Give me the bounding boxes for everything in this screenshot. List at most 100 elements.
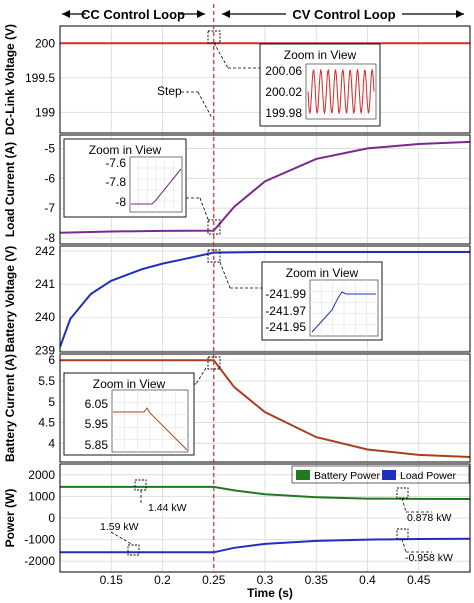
y-tick-label: -6	[44, 171, 55, 185]
cv-label-bg	[286, 5, 402, 22]
zoom-marker-load-current	[207, 219, 221, 235]
y-tick-label: -2000	[24, 554, 55, 568]
marker-battery-power-cc	[134, 479, 147, 491]
zoom-box-title: Zoom in View	[284, 48, 357, 62]
y-tick-label: -8	[44, 231, 55, 245]
y-axis-label: Power (W)	[3, 489, 17, 548]
zoom-box-title: Zoom in View	[286, 266, 359, 280]
y-tick-label: 0	[48, 511, 55, 525]
cc-arrow-head-right	[197, 10, 205, 18]
x-tick-label: 0.25	[202, 573, 226, 587]
zoom-trace	[307, 68, 375, 115]
panels: 199 199.5 200 DC-Link Voltage (V) -8 -7 -6 -5 Lo…	[3, 24, 471, 573]
cv-arrow-head-left	[222, 10, 230, 18]
marker-load-power-cc	[127, 544, 140, 556]
zoom-tick-label: 200.06	[265, 64, 302, 78]
cc-control-loop-label: CC Control Loop	[81, 7, 185, 22]
y-tick-label: 5	[48, 395, 55, 409]
y-axis-label: Battery Voltage (V)	[3, 246, 17, 352]
legend-swatch	[296, 470, 310, 480]
annotation-load-power-cv: -0.958 kW	[405, 552, 453, 564]
y-axis-label: DC-Link Voltage (V)	[3, 24, 17, 135]
panel-frame	[59, 353, 471, 463]
zoom-box-load-current: Zoom in View-7.6 -7.8 -8	[63, 138, 187, 218]
zoom-box-dc-link: Zoom in View 200.06 200.02 199.98	[259, 43, 381, 127]
zoom-connector-load-current	[199, 197, 210, 223]
y-tick-label: 199	[35, 105, 55, 119]
annotation-battery-power-cc: 1.44 kW	[148, 502, 187, 514]
series-line-4	[60, 359, 470, 458]
y-tick-label: 240	[35, 310, 55, 324]
zoom-tick-label: 5.95	[85, 417, 109, 431]
zoom-tick-label: -241.97	[265, 304, 306, 318]
series-line-load-power	[60, 537, 470, 554]
y-axis-label: Load Current (A)	[3, 142, 17, 237]
x-axis-label: Time (s)	[247, 586, 293, 600]
panel-frame	[59, 25, 471, 134]
panel-3: 239 240 241 242 Battery Voltage (V)	[3, 244, 471, 357]
zoom-box-battery-voltage: Zoom in View -241.99 -241.97 -241.95	[261, 261, 383, 341]
zoom-trace	[113, 407, 188, 451]
y-tick-label: 6	[48, 353, 55, 367]
zoom-tick-label: -241.99	[265, 287, 306, 301]
zoom-tick-label: -8	[115, 195, 126, 209]
panel-1: 199 199.5 200 DC-Link Voltage (V)	[3, 24, 471, 135]
zoom-box-title: Zoom in View	[89, 143, 162, 157]
y-axis-label: Battery Current (A)	[3, 354, 17, 462]
y-tick-label: 200	[35, 36, 55, 50]
y-tick-label: -1000	[24, 533, 55, 547]
series-line-2	[60, 140, 470, 234]
zoom-trace	[131, 168, 182, 205]
x-tick-label: 0.4	[359, 573, 376, 587]
y-tick-label: 2000	[28, 468, 55, 482]
zoom-box-battery-current: Zoom in View 6.05 5.95 5.85	[63, 372, 195, 456]
panel-frame	[59, 245, 471, 353]
y-tick-label: 5.5	[38, 374, 55, 388]
y-tick-label: 4	[48, 436, 55, 450]
legend-swatch	[382, 470, 396, 480]
y-tick-label: 239	[35, 343, 55, 357]
legend-frame	[291, 465, 470, 484]
zoom-tick-label: -7.8	[105, 175, 126, 189]
zoom-tick-label: -241.95	[265, 320, 306, 334]
y-tick-label: 241	[35, 277, 55, 291]
y-tick-label: -7	[44, 201, 55, 215]
panel-frame	[59, 463, 471, 573]
zoom-trace	[311, 291, 376, 333]
connector-battery-power-cv	[401, 497, 407, 513]
zoom-tick-label: 199.98	[265, 106, 302, 120]
step-label: Step	[157, 84, 182, 98]
legend-label: Battery Power	[314, 470, 380, 482]
zoom-tick-label: -7.6	[105, 156, 126, 170]
marker-load-power-cv	[396, 528, 409, 540]
zoom-connector-battery-current	[195, 367, 207, 385]
panel-frame	[59, 134, 471, 245]
zoom-marker-battery-current	[207, 356, 221, 370]
x-tick-label: 0.15	[100, 573, 124, 587]
y-tick-label: 4.5	[38, 416, 55, 430]
y-tick-label: 1000	[28, 489, 55, 503]
zoom-tick-label: 6.05	[85, 397, 109, 411]
zoom-box-title: Zoom in View	[93, 377, 166, 391]
legend-label: Load Power	[400, 470, 457, 482]
annotation-load-power-cc: 1.59 kW	[100, 521, 139, 533]
zoom-tick-label: 5.85	[85, 438, 109, 452]
zoom-marker-battery-voltage	[207, 249, 221, 263]
cc-label-bg	[86, 5, 180, 22]
connector-load-power-cc	[110, 531, 134, 546]
annotations: 0.15 0.2 0.25 0.3 0.35 0.4 0.45 Zoom in View 200…	[63, 4, 470, 587]
zoom-tick-label: 200.02	[265, 85, 302, 99]
y-tick-label: 242	[35, 244, 55, 258]
x-tick-label: 0.35	[305, 573, 329, 587]
legend: Battery Power Load Power	[291, 465, 470, 484]
x-tick-label: 0.45	[407, 573, 431, 587]
marker-battery-power-cv	[396, 487, 409, 499]
header: CC Control Loop CV Control Loop	[62, 5, 464, 22]
cv-arrow-head-right	[456, 10, 464, 18]
cc-arrow-head-left	[62, 10, 70, 18]
series-line-battery-power	[60, 485, 470, 500]
y-tick-label: -5	[44, 141, 55, 155]
cv-control-loop-label: CV Control Loop	[292, 7, 395, 22]
series-line-3	[60, 251, 470, 348]
